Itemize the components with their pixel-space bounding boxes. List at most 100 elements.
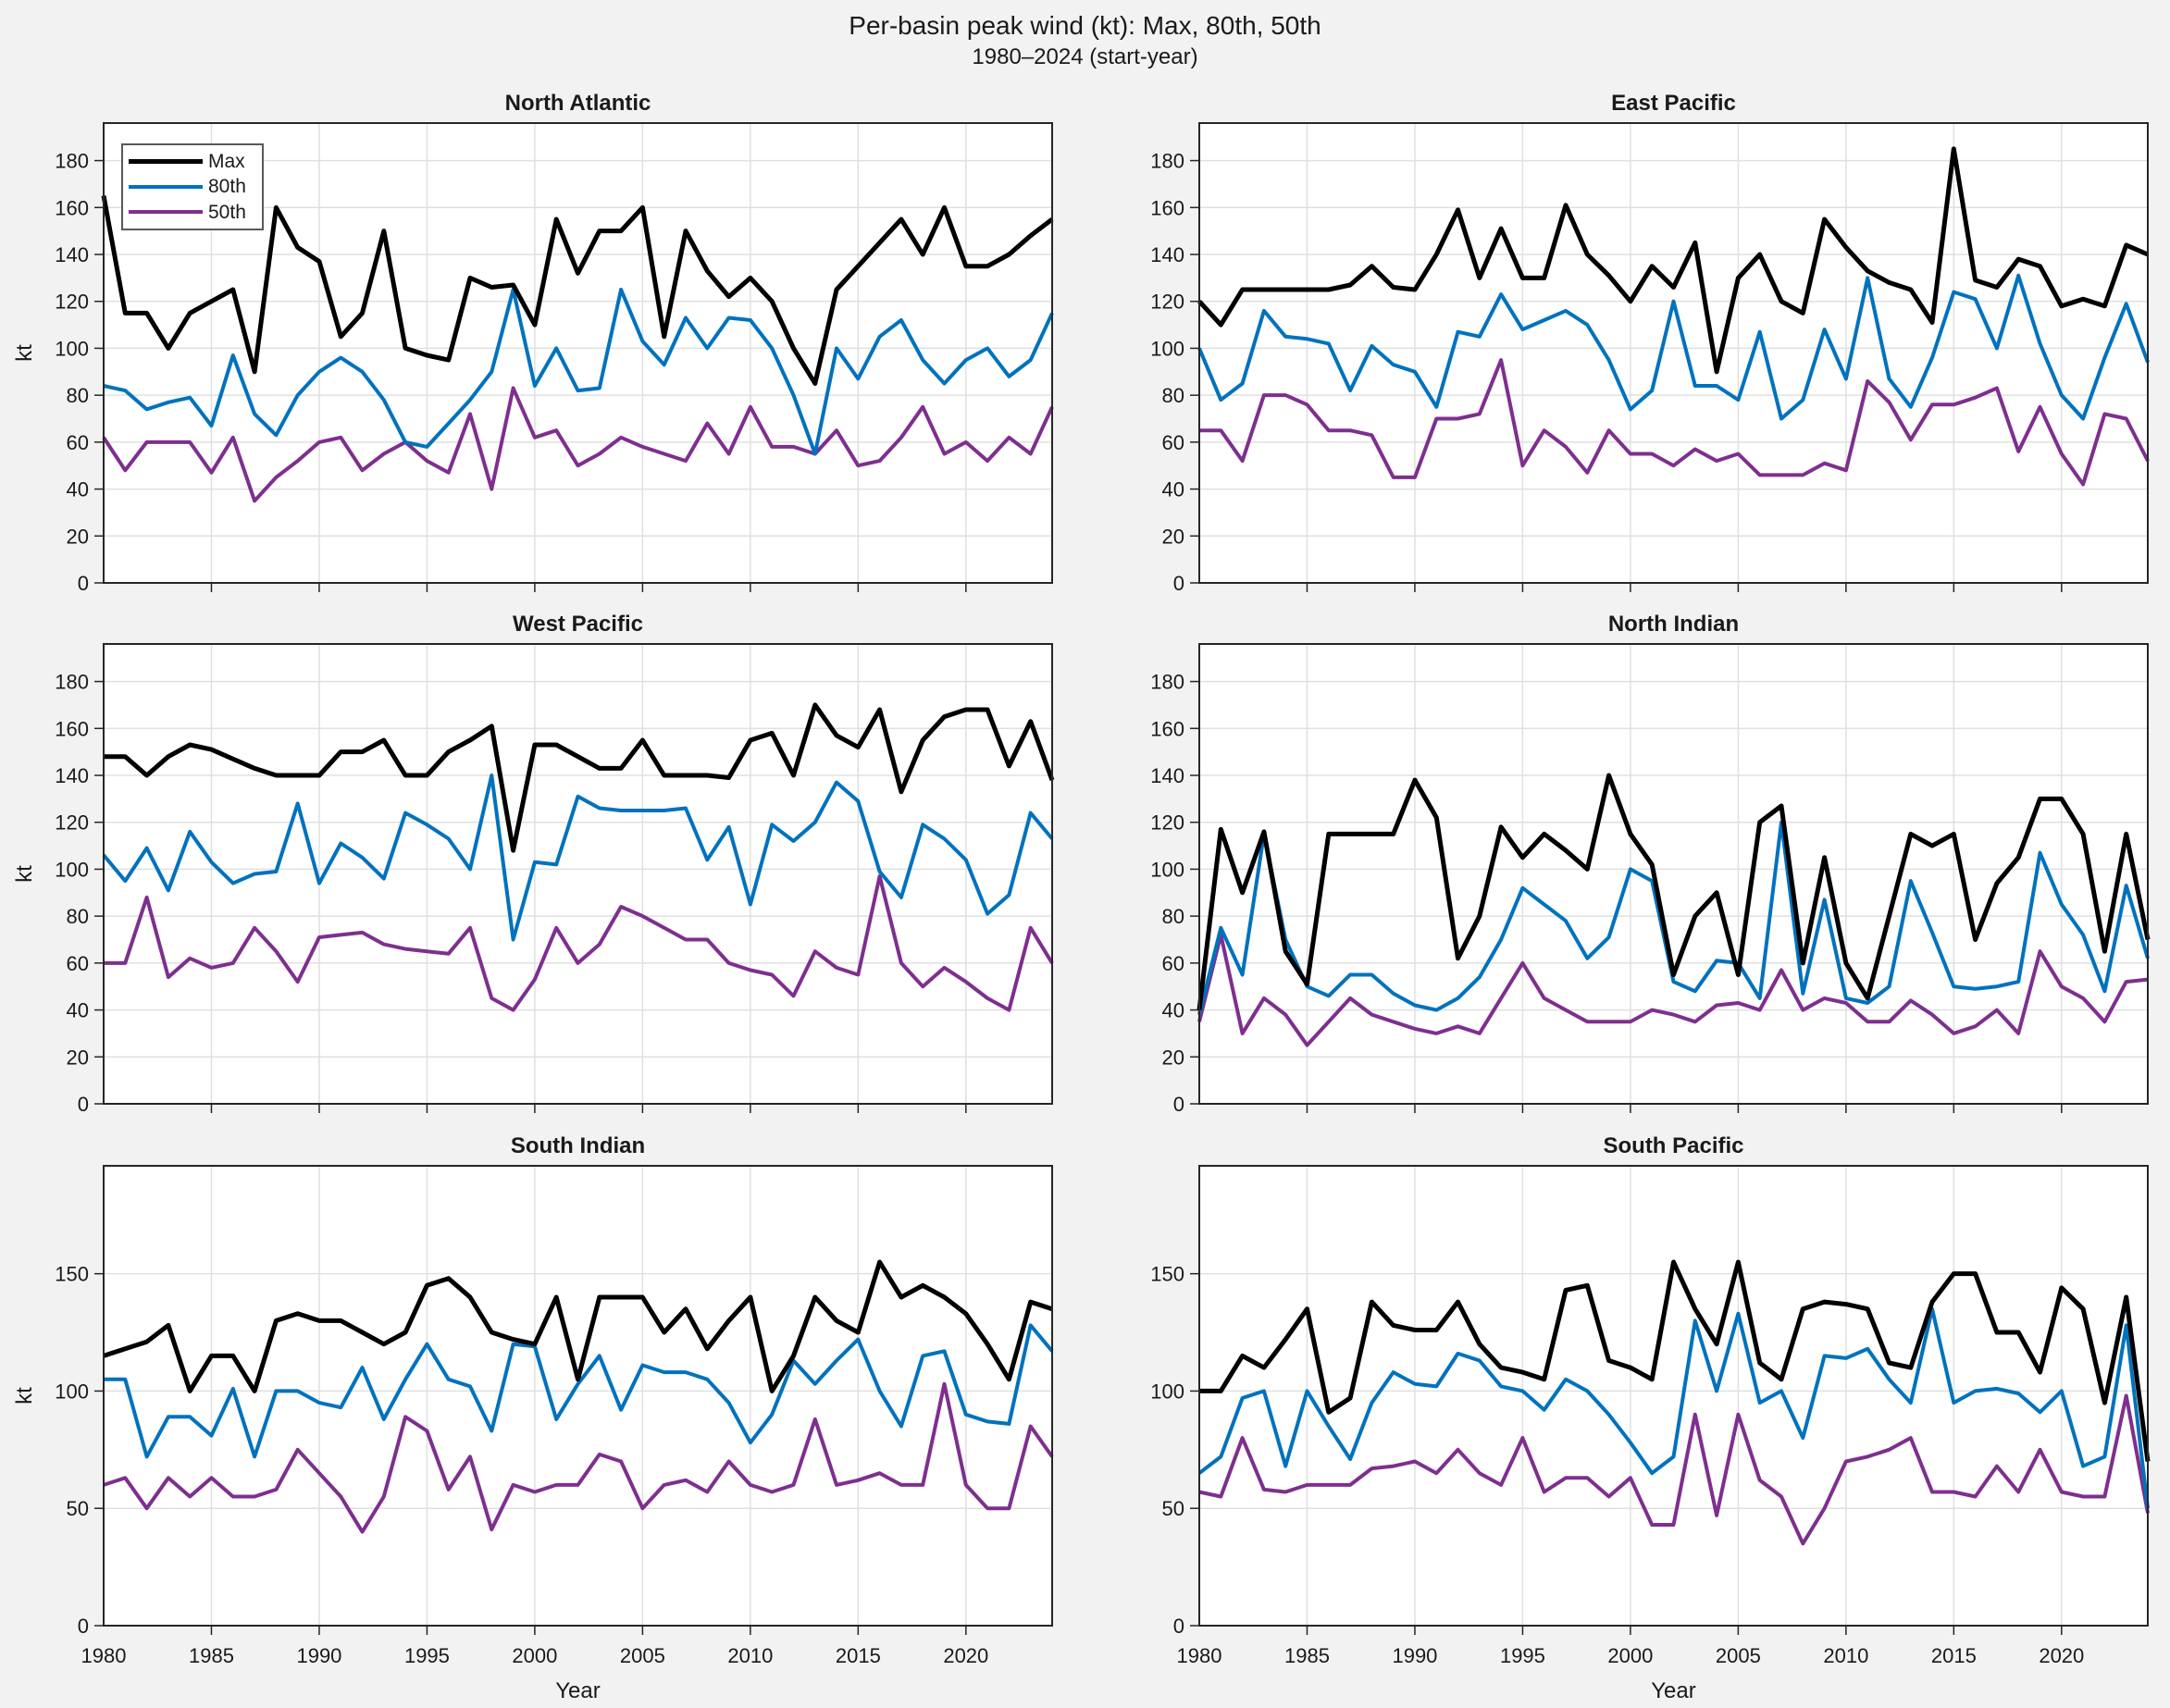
- north-indian-y-tick-label: 140: [1150, 764, 1184, 787]
- south-indian-x-tick-label: 1990: [296, 1644, 341, 1667]
- west-pacific-y-tick-label: 180: [55, 671, 89, 694]
- east-pacific-y-tick-label: 40: [1162, 478, 1184, 501]
- south-pacific-x-tick-label: 2020: [2039, 1644, 2084, 1667]
- north-indian-y-tick-label: 80: [1162, 905, 1184, 928]
- south-indian-x-tick-label: 2015: [836, 1644, 881, 1667]
- north-atlantic-axes-box: [103, 122, 1053, 584]
- east-pacific-title: East Pacific: [1611, 91, 1736, 116]
- legend: Max 80th 50th: [121, 143, 264, 230]
- north-atlantic-y-tick-label: 80: [67, 384, 89, 407]
- south-indian-y-tick-label: 150: [55, 1263, 89, 1286]
- west-pacific-y-tick-label: 140: [55, 764, 89, 787]
- north-atlantic-max-line: [101, 195, 1054, 386]
- south-indian-title: South Indian: [511, 1133, 645, 1158]
- north-indian-y-tick-label: 60: [1162, 952, 1184, 975]
- south-pacific-y-tick-label: 150: [1150, 1263, 1184, 1286]
- south-pacific-plot-area: [1199, 1166, 2148, 1626]
- north-indian-y-tick-label: 160: [1150, 717, 1184, 740]
- south-indian-max-line: [103, 1259, 1053, 1393]
- legend-50th-label: 50th: [208, 201, 246, 223]
- north-atlantic-y-tick-label: 0: [78, 572, 89, 595]
- south-indian-x-tick-label: 2020: [943, 1644, 988, 1667]
- south-indian-x-tick-label: 2005: [620, 1644, 665, 1667]
- north-indian-50th-line: [1197, 933, 2149, 1047]
- south-pacific-title: South Pacific: [1603, 1133, 1743, 1158]
- west-pacific-max-line: [104, 702, 1055, 853]
- south-pacific-x-tick-label: 2005: [1716, 1644, 1761, 1667]
- east-pacific-plot-area: [1199, 123, 2148, 583]
- south-pacific-50th-line: [1198, 1393, 2150, 1546]
- east-pacific-y-tick-label: 60: [1162, 431, 1184, 454]
- south-indian-y-tick-label: 100: [55, 1380, 89, 1403]
- east-pacific-y-tick-label: 0: [1173, 572, 1184, 595]
- south-indian-x-axis-label: Year: [555, 1678, 601, 1703]
- north-atlantic-y-tick-label: 120: [55, 291, 89, 314]
- south-indian-x-tick-label: 1985: [189, 1644, 234, 1667]
- north-indian-plot-area: [1199, 644, 2148, 1104]
- south-pacific-max-line: [1199, 1259, 2151, 1462]
- figure-title: Per-basin peak wind (kt): Max, 80th, 50t…: [849, 11, 1321, 40]
- south-pacific-y-tick-label: 50: [1162, 1497, 1184, 1520]
- north-atlantic-y-axis-label: kt: [12, 344, 37, 362]
- south-pacific-y-tick-label: 100: [1150, 1380, 1184, 1403]
- west-pacific-axes-box: [103, 643, 1053, 1105]
- legend-80th-line-sample: [129, 184, 203, 189]
- east-pacific-max-line: [1197, 146, 2149, 375]
- north-atlantic-y-tick-label: 20: [67, 525, 89, 548]
- north-atlantic-y-tick-label: 60: [67, 431, 89, 454]
- north-indian-80th-line: [1197, 820, 2150, 1016]
- legend-max-label: Max: [208, 151, 245, 173]
- south-indian-x-tick-label: 2010: [727, 1644, 773, 1667]
- south-indian-plot-area: [104, 1166, 1052, 1626]
- south-pacific-x-tick-label: 2015: [1931, 1644, 1977, 1667]
- south-pacific-80th-line: [1197, 1306, 2150, 1509]
- south-indian-y-tick-label: 0: [78, 1615, 89, 1638]
- west-pacific-y-tick-label: 120: [55, 811, 89, 835]
- west-pacific-y-tick-label: 20: [67, 1046, 89, 1069]
- legend-entry-80th: 80th: [129, 174, 256, 199]
- north-atlantic-50th-line: [102, 386, 1054, 503]
- west-pacific-y-tick-label: 0: [78, 1093, 89, 1116]
- south-pacific-x-tick-label: 1995: [1500, 1644, 1545, 1667]
- north-atlantic-y-tick-label: 40: [67, 478, 89, 501]
- east-pacific-y-tick-label: 20: [1162, 525, 1184, 548]
- north-indian-max-line: [1197, 773, 2151, 1010]
- east-pacific-y-tick-label: 80: [1162, 384, 1184, 407]
- north-indian-title: North Indian: [1608, 612, 1739, 637]
- legend-80th-label: 80th: [208, 176, 246, 198]
- west-pacific-y-axis-label: kt: [12, 865, 37, 883]
- figure-subtitle: 1980–2024 (start-year): [972, 44, 1198, 69]
- south-indian-axes-box: [103, 1165, 1053, 1627]
- south-indian-x-tick-label: 2000: [512, 1644, 557, 1667]
- north-indian-y-tick-label: 180: [1150, 671, 1184, 694]
- north-atlantic-80th-line: [103, 288, 1054, 456]
- north-atlantic-title: North Atlantic: [505, 91, 651, 116]
- east-pacific-y-tick-label: 100: [1150, 337, 1184, 360]
- west-pacific-y-tick-label: 100: [55, 858, 89, 881]
- north-indian-y-tick-label: 120: [1150, 811, 1184, 835]
- south-indian-50th-line: [103, 1381, 1054, 1534]
- east-pacific-y-tick-label: 120: [1150, 291, 1184, 314]
- south-pacific-x-tick-label: 1980: [1177, 1644, 1222, 1667]
- north-atlantic-y-tick-label: 140: [55, 243, 89, 266]
- west-pacific-y-tick-label: 40: [67, 999, 89, 1022]
- north-indian-axes-box: [1198, 643, 2149, 1105]
- north-indian-y-tick-label: 20: [1162, 1046, 1184, 1069]
- east-pacific-y-tick-label: 140: [1150, 243, 1184, 266]
- south-pacific-x-tick-label: 1990: [1392, 1644, 1437, 1667]
- east-pacific-y-tick-label: 180: [1150, 150, 1184, 173]
- legend-entry-max: Max: [129, 149, 256, 174]
- south-pacific-y-tick-label: 0: [1173, 1615, 1184, 1638]
- south-pacific-x-tick-label: 2000: [1607, 1644, 1653, 1667]
- north-atlantic-y-tick-label: 160: [55, 196, 89, 219]
- west-pacific-y-tick-label: 160: [55, 717, 89, 740]
- west-pacific-y-tick-label: 60: [67, 952, 89, 975]
- legend-50th-line-sample: [129, 210, 203, 215]
- south-indian-y-tick-label: 50: [67, 1497, 89, 1520]
- legend-entry-50th: 50th: [129, 200, 256, 225]
- south-indian-x-tick-label: 1995: [404, 1644, 450, 1667]
- east-pacific-50th-line: [1199, 358, 2150, 487]
- south-pacific-axes-box: [1198, 1165, 2149, 1627]
- east-pacific-y-tick-label: 160: [1150, 196, 1184, 219]
- east-pacific-axes-box: [1198, 122, 2149, 584]
